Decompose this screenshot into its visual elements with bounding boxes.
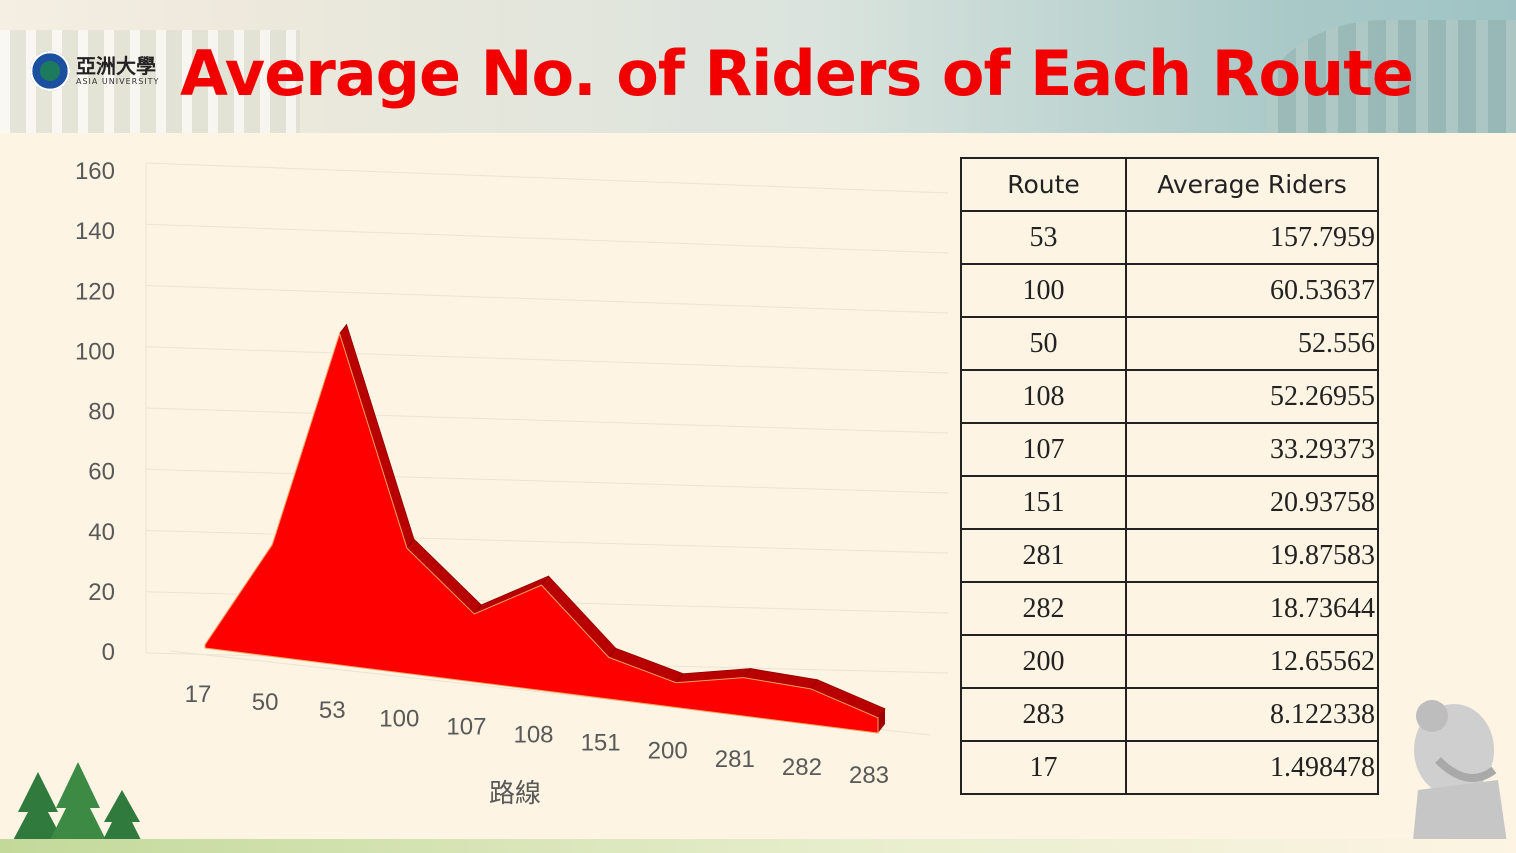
x-axis-title: 路線 [489, 778, 541, 808]
campus-building-right [1266, 20, 1516, 133]
thinker-statue-decoration [1412, 700, 1508, 850]
average-riders-cell: 8.122338 [1125, 687, 1379, 742]
table-row: 200 12.65562 [960, 634, 1379, 689]
route-cell: 151 [960, 475, 1127, 530]
y-axis-ticks: 0 20 40 60 80 100 120 140 160 [75, 158, 115, 666]
table-row: 53 157.7959 [960, 210, 1379, 265]
route-cell: 100 [960, 263, 1127, 318]
x-tick-label: 283 [849, 762, 889, 789]
average-riders-cell: 52.26955 [1125, 369, 1379, 424]
gridline [145, 346, 949, 374]
riders-table: Route Average Riders 53 157.7959 100 60.53… [960, 157, 1379, 795]
x-tick-label: 50 [252, 689, 279, 716]
x-tick-label: 107 [446, 713, 486, 740]
route-cell: 200 [960, 634, 1127, 689]
table-row: 281 19.87583 [960, 528, 1379, 583]
y-tick-label: 100 [75, 338, 115, 365]
average-riders-cell: 20.93758 [1125, 475, 1379, 530]
logo-english-name: ASIA UNIVERSITY [76, 77, 160, 86]
bottom-decoration-strip [0, 839, 1516, 853]
y-tick-label: 20 [88, 579, 115, 606]
header-route: Route [960, 157, 1127, 212]
gridline [145, 530, 949, 554]
gridline [145, 223, 949, 254]
y-tick-label: 40 [88, 519, 115, 546]
slide-title: Average No. of Riders of Each Route [180, 37, 1414, 110]
average-riders-cell: 33.29373 [1125, 422, 1379, 477]
y-tick-label: 140 [75, 218, 115, 245]
route-cell: 17 [960, 740, 1127, 795]
area-chart: 0 20 40 60 80 100 120 140 160 17 50 53 100 107 108 151… [75, 158, 949, 808]
y-tick-label: 120 [75, 278, 115, 305]
table-row: 100 60.53637 [960, 263, 1379, 318]
area-front-face [204, 331, 879, 734]
table-row: 17 1.498478 [960, 740, 1379, 795]
y-tick-label: 0 [102, 639, 115, 666]
table-row: 50 52.556 [960, 316, 1379, 371]
average-riders-cell: 12.65562 [1125, 634, 1379, 689]
average-riders-cell: 60.53637 [1125, 263, 1379, 318]
table-row: 282 18.73644 [960, 581, 1379, 636]
table-row: 107 33.29373 [960, 422, 1379, 477]
route-cell: 53 [960, 210, 1127, 265]
average-riders-cell: 157.7959 [1125, 210, 1379, 265]
table-row: 151 20.93758 [960, 475, 1379, 530]
x-tick-label: 17 [185, 681, 212, 708]
average-riders-cell: 1.498478 [1125, 740, 1379, 795]
gridline [145, 162, 949, 194]
header-banner [0, 0, 1516, 133]
logo-chinese-name: 亞洲大學 [76, 54, 156, 78]
table-row: 283 8.122338 [960, 687, 1379, 742]
university-emblem-icon [30, 51, 70, 91]
chart-area-series [204, 323, 886, 734]
y-tick-label: 60 [88, 459, 115, 486]
average-riders-cell: 19.87583 [1125, 528, 1379, 583]
route-cell: 50 [960, 316, 1127, 371]
x-tick-label: 108 [513, 722, 553, 749]
route-cell: 281 [960, 528, 1127, 583]
university-logo: 亞洲大學 ASIA UNIVERSITY [30, 50, 200, 92]
route-cell: 108 [960, 369, 1127, 424]
route-cell: 282 [960, 581, 1127, 636]
average-riders-cell: 18.73644 [1125, 581, 1379, 636]
y-tick-label: 80 [88, 399, 115, 426]
x-tick-label: 53 [319, 697, 346, 724]
x-tick-label: 282 [782, 754, 822, 781]
route-cell: 107 [960, 422, 1127, 477]
x-axis-ticks: 17 50 53 100 107 108 151 200 281 282 283 [185, 681, 889, 789]
x-tick-label: 200 [648, 738, 688, 765]
gridline [145, 407, 949, 434]
area-end-cap [878, 708, 885, 733]
gridline [145, 285, 949, 314]
x-tick-label: 151 [581, 730, 621, 757]
gridline [145, 468, 949, 494]
x-tick-label: 281 [715, 746, 755, 773]
average-riders-cell: 52.556 [1125, 316, 1379, 371]
route-cell: 283 [960, 687, 1127, 742]
table-header-row: Route Average Riders [960, 157, 1379, 212]
x-tick-label: 100 [379, 705, 419, 732]
y-tick-label: 160 [75, 158, 115, 185]
table-row: 108 52.26955 [960, 369, 1379, 424]
header-average-riders: Average Riders [1125, 157, 1379, 212]
